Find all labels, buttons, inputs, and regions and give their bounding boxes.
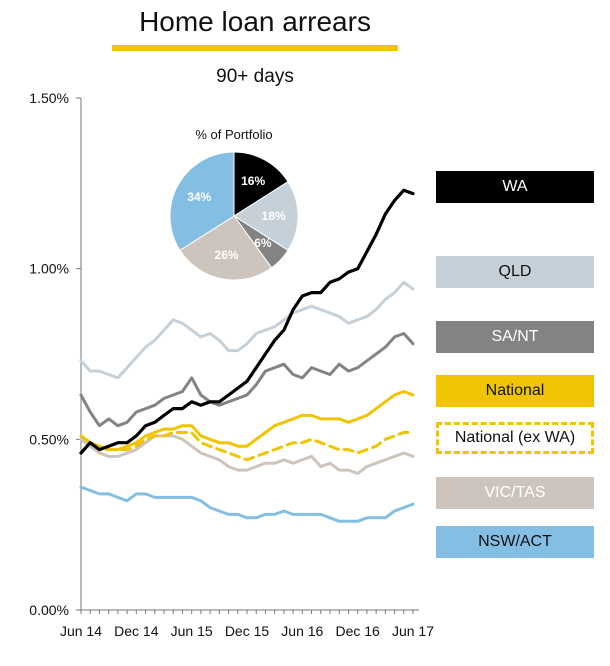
pie-slice-qld [233, 181, 299, 251]
legend-label: National (ex WA) [454, 429, 576, 446]
title-underline [112, 45, 398, 51]
series-line-national [79, 390, 415, 452]
pie-label-sa-nt: 6% [254, 236, 272, 250]
chart-title: Home loan arrears [139, 6, 371, 37]
pie-label-wa: 16% [241, 174, 265, 188]
pie-label-vic-tas: 26% [215, 248, 239, 262]
legend-item-national: National [436, 375, 594, 407]
legend-item-sa-nt: SA/NT [436, 321, 594, 353]
chart-subtitle: 90+ days [216, 66, 294, 87]
legend-item-national-ex-wa: National (ex WA) [436, 422, 594, 454]
pie-slice-nsw-act [169, 151, 235, 251]
pie-label-nsw-act: 34% [187, 190, 211, 204]
y-tick-label: 0.50% [29, 431, 69, 447]
series-line-qld [79, 280, 415, 380]
series-line-vic-tas [79, 434, 415, 475]
y-tick-label: 1.00% [29, 261, 69, 277]
series-line-nsw-act [79, 485, 415, 523]
legend-item-wa: WA [436, 171, 594, 203]
series-line-national-ex-wa [79, 431, 415, 462]
x-tick-label: Jun 16 [281, 623, 323, 639]
y-tick-label: 0.00% [29, 602, 69, 618]
pie-slice-vic-tas [179, 215, 273, 281]
legend-item-nsw-act: NSW/ACT [436, 526, 594, 558]
pie-label-qld: 18% [262, 209, 286, 223]
x-tick-label: Dec 15 [225, 623, 270, 639]
legend-label: National [485, 382, 545, 399]
x-tick-label: Dec 14 [114, 623, 159, 639]
series-line-wa [79, 188, 415, 455]
pie-title: % of Portfolio [195, 127, 272, 142]
legend-label: QLD [498, 263, 532, 280]
legend-label: WA [502, 178, 528, 195]
legend-item-qld: QLD [436, 256, 594, 288]
legend-label: VIC/TAS [484, 484, 546, 501]
legend-label: SA/NT [491, 328, 539, 345]
legend-item-vic-tas: VIC/TAS [436, 477, 594, 509]
y-tick-label: 1.50% [29, 90, 69, 106]
x-tick-label: Jun 15 [171, 623, 213, 639]
pie-slice-wa [233, 151, 289, 217]
x-tick-label: Jun 17 [392, 623, 434, 639]
series-line-sa-nt [79, 332, 415, 428]
x-tick-label: Dec 16 [335, 623, 380, 639]
legend-label: NSW/ACT [478, 533, 552, 550]
x-tick-label: Jun 14 [60, 623, 102, 639]
